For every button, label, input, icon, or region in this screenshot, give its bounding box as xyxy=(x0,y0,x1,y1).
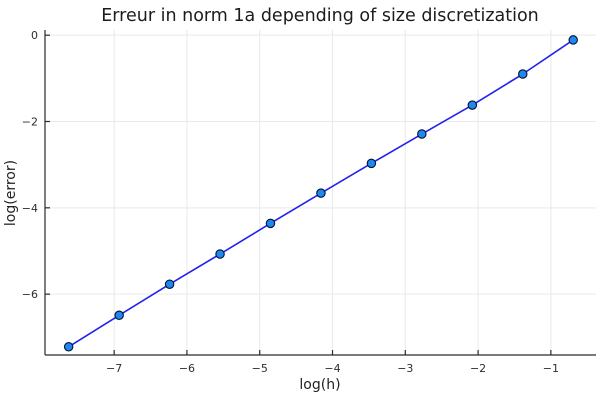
data-point-marker xyxy=(215,249,225,259)
data-point-marker xyxy=(316,188,326,198)
y-axis-label: log(error) xyxy=(3,160,19,226)
y-tick-label: −2 xyxy=(22,116,38,129)
x-tick-label: −1 xyxy=(543,362,559,375)
x-axis-label: log(h) xyxy=(299,377,340,393)
data-point-marker xyxy=(518,69,528,79)
data-point-marker xyxy=(366,158,377,169)
grid-layer xyxy=(45,30,596,355)
x-tick-label: −3 xyxy=(397,362,413,375)
x-tick-label: −6 xyxy=(179,362,195,375)
data-series-layer xyxy=(63,35,578,352)
data-point-marker xyxy=(63,342,74,352)
y-tick-label: −4 xyxy=(22,202,38,215)
data-point-marker xyxy=(164,279,175,289)
chart-title: Erreur in norm 1a depending of size disc… xyxy=(101,6,539,26)
data-point-marker xyxy=(114,310,124,321)
y-tick-label: 0 xyxy=(31,29,38,42)
x-tick-label: −4 xyxy=(324,362,340,375)
y-tick-label: −6 xyxy=(22,288,38,301)
data-point-marker xyxy=(467,100,478,110)
data-point-marker xyxy=(568,35,578,45)
axis-layer: −7 −6 −5 −4 −3 −2 −1 0 −2 −4 −6 xyxy=(22,29,596,375)
data-point-marker xyxy=(265,218,276,229)
x-tick-label: −7 xyxy=(106,362,122,375)
x-tick-label: −2 xyxy=(470,362,486,375)
x-tick-label: −5 xyxy=(252,362,268,375)
data-point-marker xyxy=(417,129,427,139)
